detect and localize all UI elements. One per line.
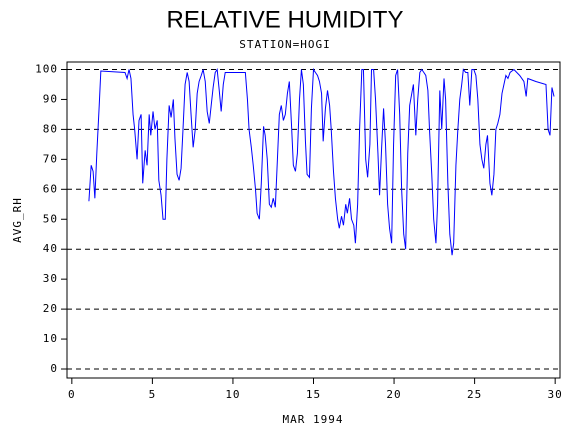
y-tick-label: 10 xyxy=(43,332,58,345)
x-tick-label: 20 xyxy=(386,388,401,401)
x-tick-label: 0 xyxy=(68,388,76,401)
y-tick-label: 100 xyxy=(35,62,58,75)
data-line xyxy=(88,67,555,256)
y-tick-label: 40 xyxy=(43,242,58,255)
x-tick-label: 15 xyxy=(306,388,321,401)
x-tick-label: 30 xyxy=(548,388,563,401)
y-tick-label: 60 xyxy=(43,182,58,195)
chart-subtitle: STATION=HOGI xyxy=(239,38,330,51)
chart-title: RELATIVE HUMIDITY xyxy=(167,6,404,33)
x-axis-label: MAR 1994 xyxy=(283,413,344,426)
y-tick-label: 80 xyxy=(43,122,58,135)
y-tick-label: 0 xyxy=(50,362,58,375)
y-tick-label: 30 xyxy=(43,272,58,285)
y-axis-label: AVG_RH xyxy=(11,197,24,243)
y-tick-label: 70 xyxy=(43,152,58,165)
y-tick-label: 90 xyxy=(43,92,58,105)
x-tick-label: 5 xyxy=(149,388,157,401)
plot-frame xyxy=(66,61,561,379)
x-tick-label: 25 xyxy=(467,388,482,401)
y-tick-label: 50 xyxy=(43,212,58,225)
x-tick-label: 10 xyxy=(225,388,240,401)
y-tick-label: 20 xyxy=(43,302,58,315)
